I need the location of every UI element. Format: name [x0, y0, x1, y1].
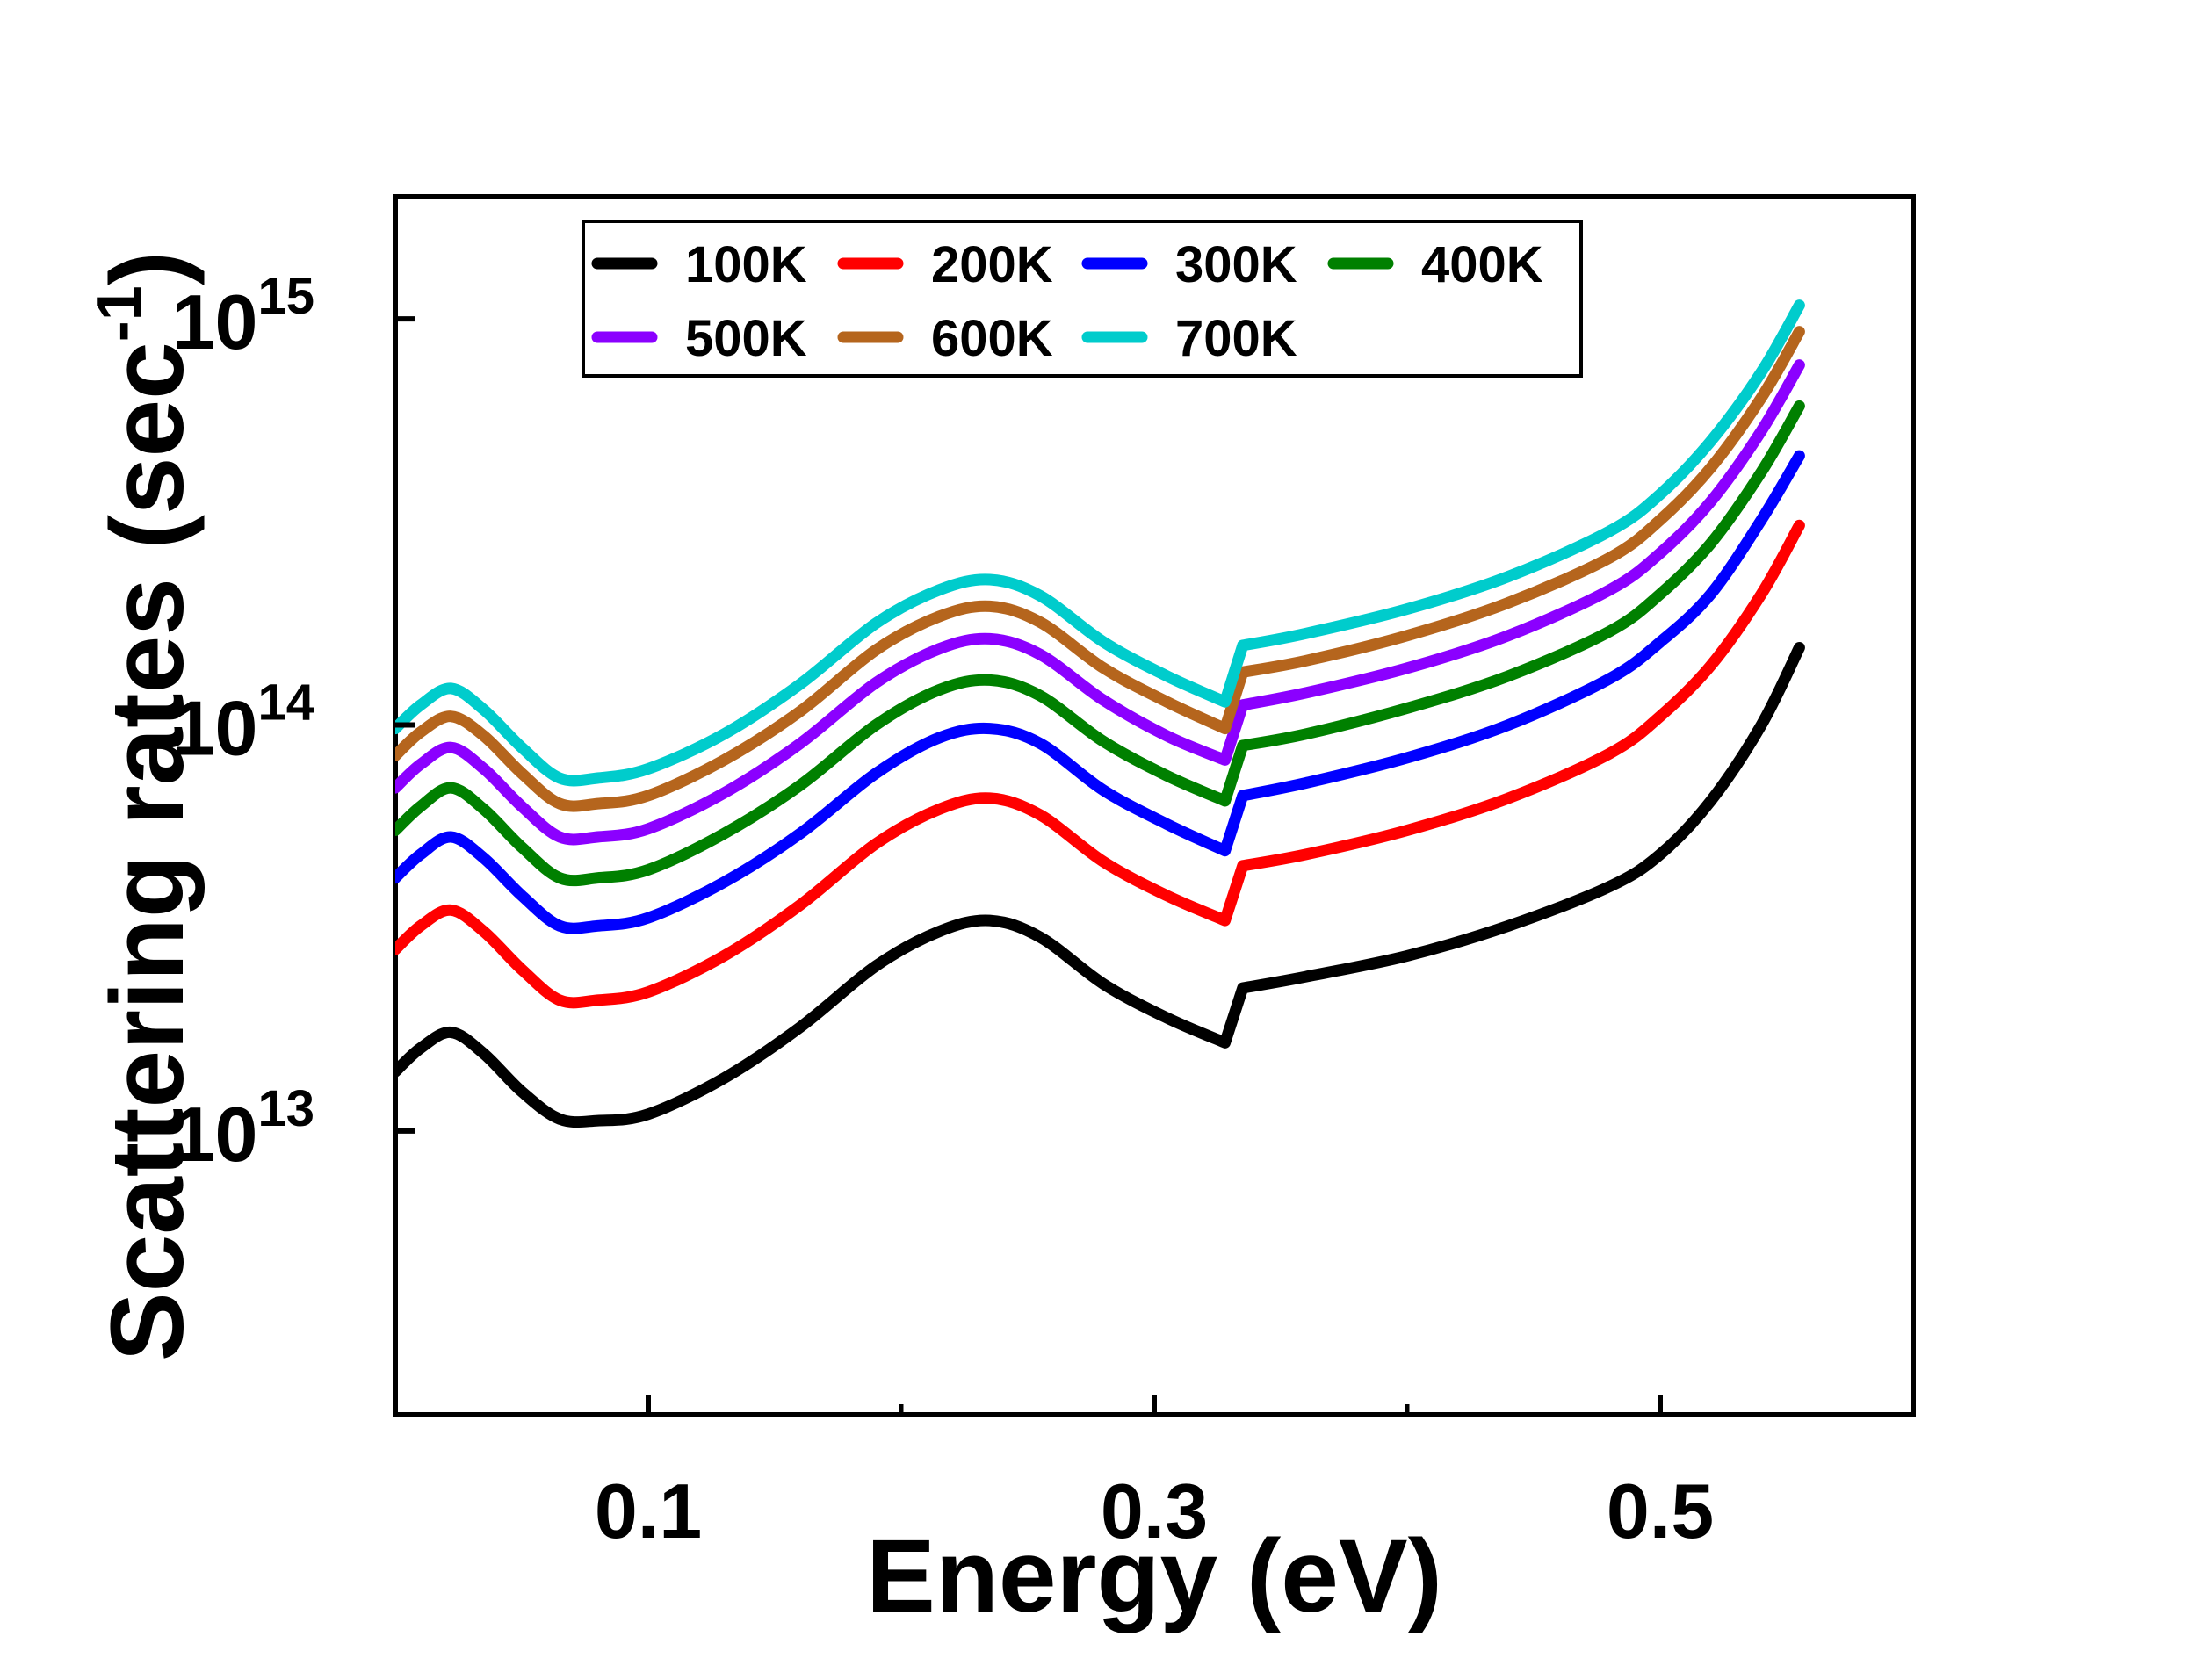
y-tick-label: 1015 — [172, 268, 314, 365]
series-100K — [395, 642, 1805, 1128]
legend-item-200K: 200K — [837, 236, 1053, 293]
legend: 100K 200K 300K 400K 500K 600K 700K — [582, 220, 1583, 378]
series-layer — [395, 299, 1805, 1128]
x-tick-label: 0.5 — [1607, 1467, 1714, 1554]
series-line-300K — [395, 450, 1805, 934]
legend-item-500K: 500K — [591, 310, 807, 367]
y-axis-ticks: 1013 1014 1015 — [172, 268, 415, 1178]
series-400K — [395, 400, 1805, 887]
y-axis-label-superscript: -1 — [84, 285, 155, 342]
legend-item-400K: 400K — [1327, 236, 1543, 293]
series-line-100K — [395, 642, 1805, 1128]
series-300K — [395, 450, 1805, 934]
series-line-600K — [395, 326, 1805, 812]
y-axis-label-main: Scattering rates (sec — [90, 342, 206, 1361]
y-tick-label: 1013 — [172, 1080, 314, 1178]
y-tick-label: 1014 — [172, 674, 314, 772]
legend-label: 600K — [931, 310, 1053, 367]
legend-label: 400K — [1421, 236, 1543, 293]
series-200K — [395, 519, 1805, 1009]
x-axis-ticks: 0.1 0.3 0.5 — [595, 1395, 1714, 1554]
series-line-400K — [395, 400, 1805, 887]
series-line-700K — [395, 299, 1805, 787]
series-600K — [395, 326, 1805, 812]
legend-item-600K: 600K — [837, 310, 1053, 367]
legend-item-100K: 100K — [591, 236, 807, 293]
legend-label: 500K — [685, 310, 807, 367]
series-line-500K — [395, 359, 1805, 846]
legend-label: 200K — [931, 236, 1053, 293]
legend-item-300K: 300K — [1081, 236, 1297, 293]
series-line-200K — [395, 519, 1805, 1009]
x-axis-label: Energy (eV) — [866, 1518, 1442, 1634]
x-tick-label: 0.3 — [1101, 1467, 1208, 1554]
legend-label: 100K — [685, 236, 807, 293]
y-axis-label-close: ) — [90, 251, 206, 285]
legend-item-700K: 700K — [1081, 310, 1297, 367]
legend-box — [582, 220, 1583, 378]
y-axis-label: Scattering rates (sec-1) — [84, 251, 206, 1361]
legend-label: 300K — [1175, 236, 1297, 293]
series-700K — [395, 299, 1805, 787]
series-500K — [395, 359, 1805, 846]
x-tick-label: 0.1 — [595, 1467, 702, 1554]
legend-label: 700K — [1175, 310, 1297, 367]
